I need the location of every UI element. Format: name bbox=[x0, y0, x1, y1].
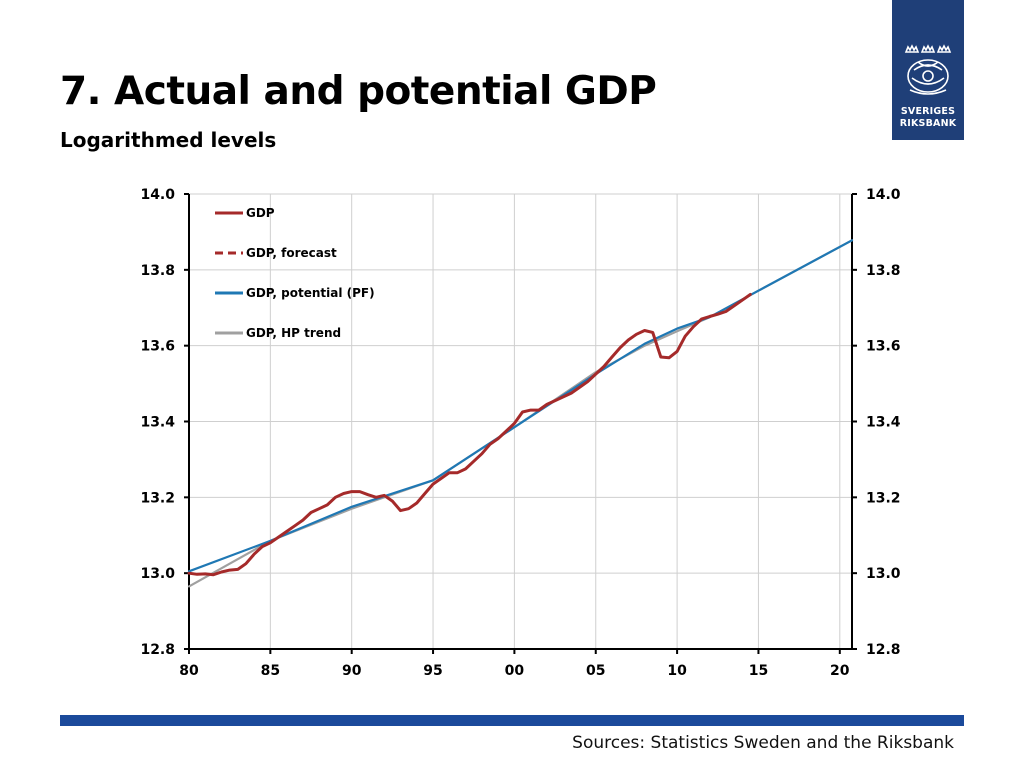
y-tick-label-right: 13.4 bbox=[866, 415, 901, 431]
x-tick-label: 85 bbox=[261, 663, 280, 679]
chart-axes: 12.8 12.8 13.0 13.0 13.2 13.2 13.4 13.4 13.6 13.6… bbox=[140, 187, 900, 679]
chart-series bbox=[187, 239, 854, 588]
grid-lines bbox=[188, 193, 852, 650]
x-tick-label: 10 bbox=[667, 663, 687, 679]
footer-bar bbox=[60, 715, 964, 726]
legend-label: GDP, HP trend bbox=[246, 326, 341, 340]
x-tick-label: 20 bbox=[830, 663, 850, 679]
sources-note: Sources: Statistics Sweden and the Riksb… bbox=[572, 733, 954, 753]
gdp-line-chart: 12.8 12.8 13.0 13.0 13.2 13.2 13.4 13.4 13.6 13.6… bbox=[140, 187, 900, 679]
page-subtitle: Logarithmed levels bbox=[60, 128, 277, 152]
y-tick-label-right: 13.6 bbox=[866, 339, 901, 355]
y-tick-label-left: 12.8 bbox=[140, 642, 175, 658]
y-tick-label-left: 13.4 bbox=[140, 415, 175, 431]
y-tick-label-right: 14.0 bbox=[866, 187, 901, 203]
logo-text-line2: RIKSBANK bbox=[899, 118, 957, 129]
logo-text-line1: SVERIGES bbox=[900, 106, 956, 117]
riksbank-logo: SVERIGES RIKSBANK bbox=[892, 0, 964, 140]
series-line-gdp bbox=[187, 293, 752, 577]
legend-label: GDP, forecast bbox=[246, 246, 337, 260]
x-tick-label: 90 bbox=[342, 663, 362, 679]
y-tick-label-right: 13.8 bbox=[866, 263, 901, 279]
legend-label: GDP, potential (PF) bbox=[246, 286, 375, 300]
y-tick-label-left: 13.6 bbox=[140, 339, 175, 355]
y-tick-label-left: 13.8 bbox=[140, 263, 175, 279]
x-tick-label: 00 bbox=[505, 663, 525, 679]
y-tick-label-left: 13.0 bbox=[140, 566, 175, 582]
y-tick-label-left: 14.0 bbox=[140, 187, 175, 203]
x-tick-label: 05 bbox=[586, 663, 605, 679]
legend-label: GDP bbox=[246, 206, 275, 220]
page-title: 7. Actual and potential GDP bbox=[60, 69, 657, 114]
y-tick-label-right: 13.2 bbox=[866, 490, 901, 506]
chart-legend: GDP GDP, forecast GDP, potential (PF) GDP, … bbox=[215, 206, 375, 340]
x-tick-label: 95 bbox=[423, 663, 442, 679]
y-tick-label-right: 13.0 bbox=[866, 566, 901, 582]
x-tick-label: 15 bbox=[749, 663, 768, 679]
y-tick-label-right: 12.8 bbox=[866, 642, 901, 658]
riksbank-crest-icon bbox=[904, 44, 952, 95]
y-tick-label-left: 13.2 bbox=[140, 490, 175, 506]
x-tick-label: 80 bbox=[179, 663, 199, 679]
